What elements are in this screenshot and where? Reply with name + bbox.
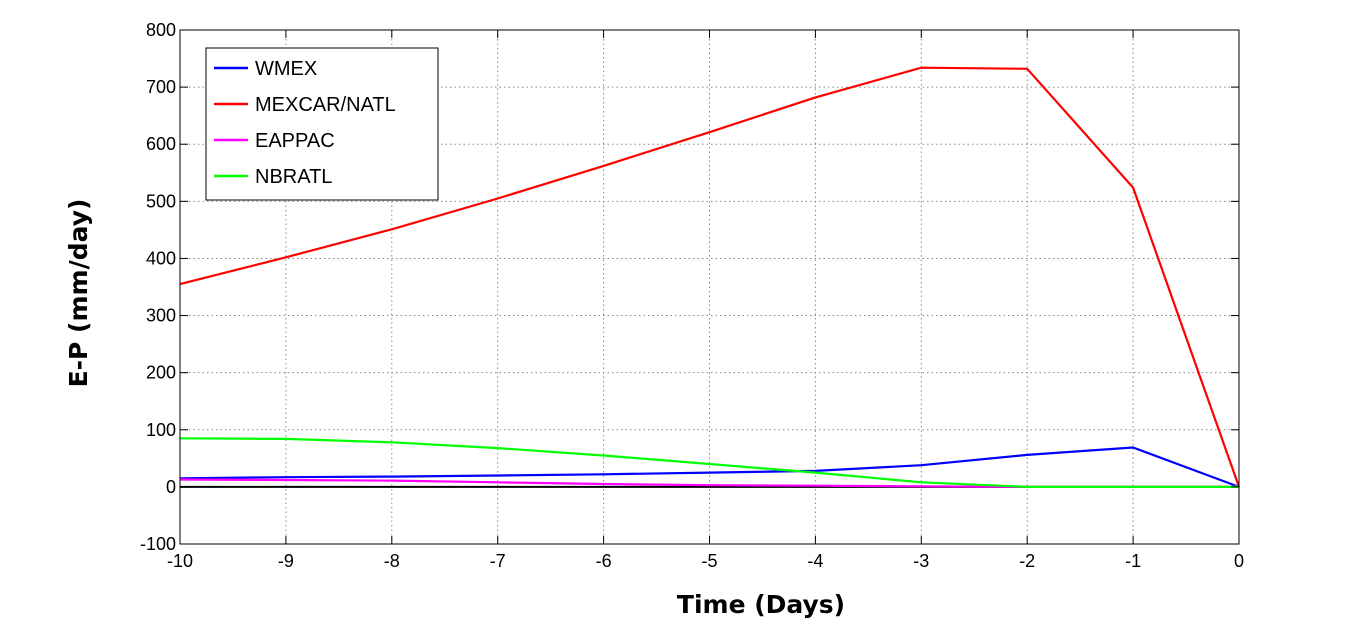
x-tick-label: -4	[807, 551, 823, 571]
x-tick-label: -10	[167, 551, 193, 571]
y-tick-label: 100	[146, 420, 176, 440]
legend-box	[205, 47, 439, 201]
x-tick-label: -1	[1125, 551, 1141, 571]
y-tick-label: 200	[146, 363, 176, 383]
y-tick-label: 500	[146, 191, 176, 211]
legend-label-mexcar-natl: MEXCAR/NATL	[255, 94, 396, 116]
x-tick-label: -6	[596, 551, 612, 571]
y-tick-label: 800	[146, 20, 176, 40]
x-tick-label: 0	[1234, 551, 1244, 571]
x-tick-label: -2	[1019, 551, 1035, 571]
y-tick-labels: -100 0 100 200 300 400 500 600 700 800	[140, 20, 176, 554]
x-tick-label: -8	[384, 551, 400, 571]
series-line-mexcar-natl	[179, 66, 1241, 488]
x-tick-label: -5	[701, 551, 717, 571]
x-tick-labels: -10 -9 -8 -7 -6 -5 -4 -3 -2 -1 0	[167, 551, 1244, 571]
x-axis-label: Time (Days)	[677, 590, 845, 619]
series-line-wmex	[179, 446, 1240, 488]
legend-label-wmex: WMEX	[255, 58, 317, 80]
y-tick-label: 400	[146, 248, 176, 268]
legend-label-nbratl: NBRATL	[255, 166, 332, 188]
legend: WMEX MEXCAR/NATL EAPPAC NBRATL	[205, 47, 439, 201]
y-tick-label: 300	[146, 306, 176, 326]
y-tick-label: 0	[166, 477, 176, 497]
y-axis-label: E-P (mm/day)	[64, 199, 93, 388]
x-tick-label: -9	[278, 551, 294, 571]
y-tick-label: 600	[146, 134, 176, 154]
y-tick-label: 700	[146, 77, 176, 97]
y-tick-label: -100	[140, 534, 176, 554]
legend-label-eappac: EAPPAC	[255, 130, 335, 152]
series-line-nbratl	[179, 437, 1239, 488]
x-tick-label: -7	[490, 551, 506, 571]
axis-ticks	[179, 29, 1240, 545]
series-lines	[179, 66, 1241, 488]
x-tick-label: -3	[913, 551, 929, 571]
